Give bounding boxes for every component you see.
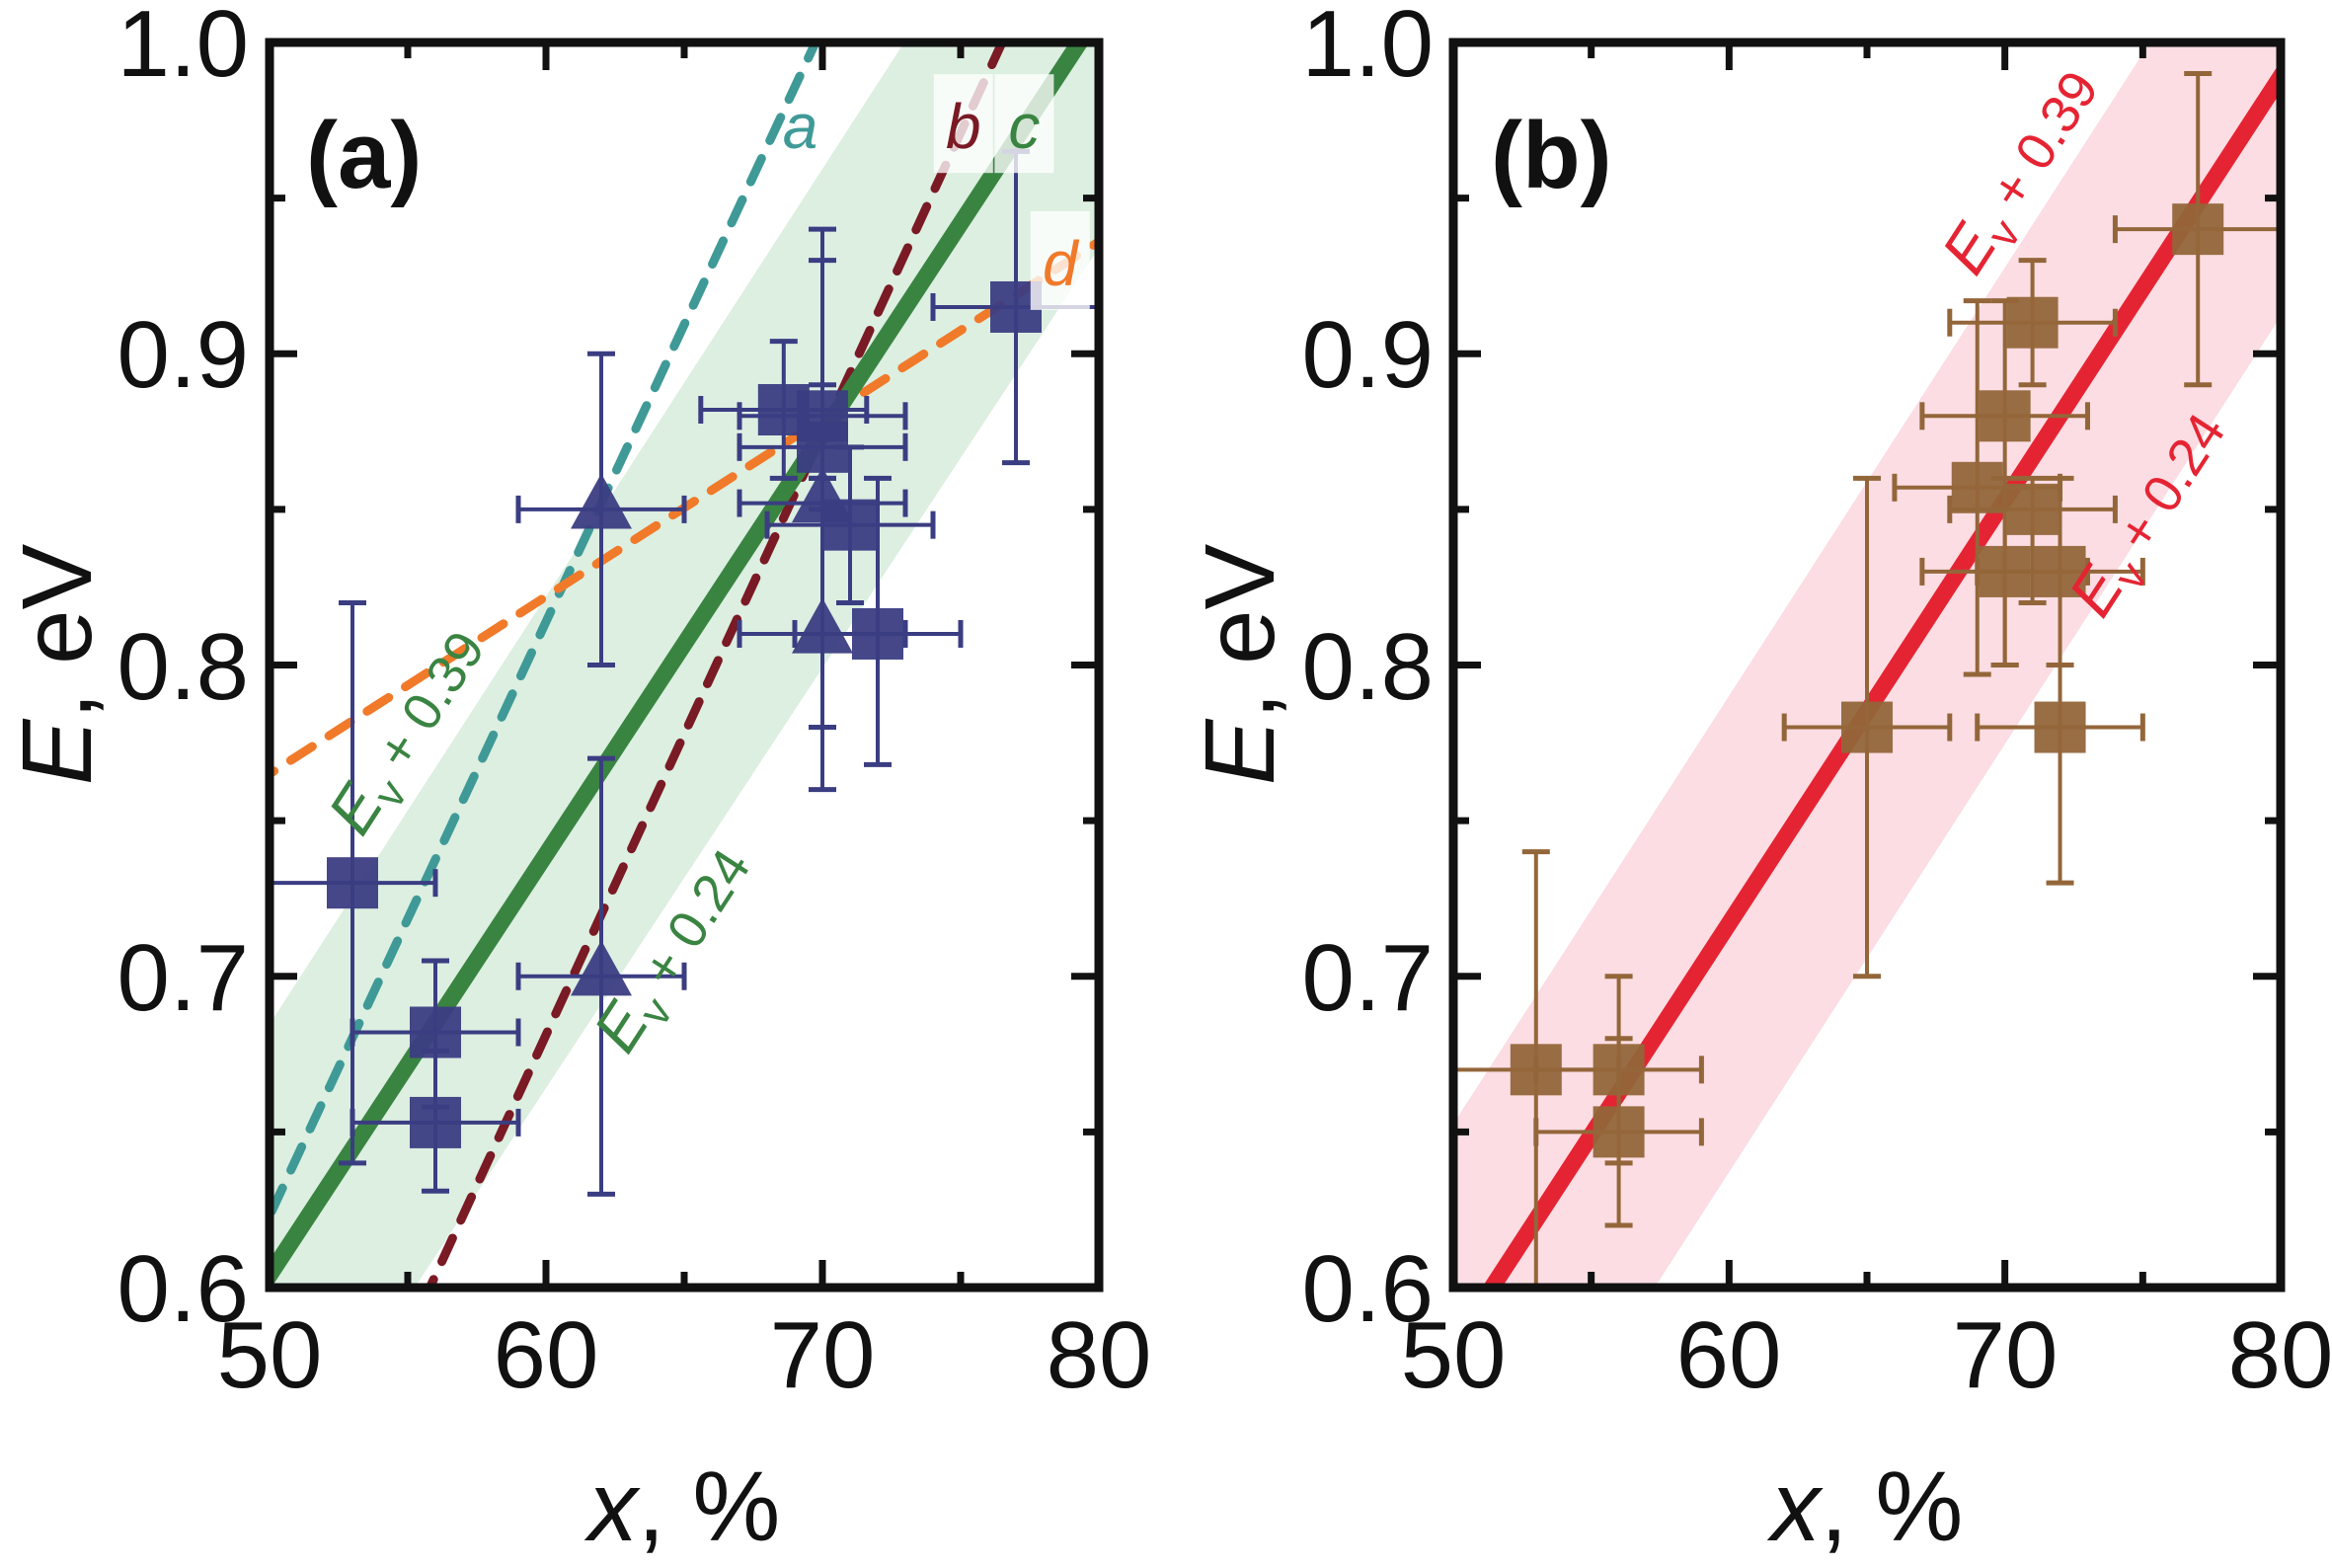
xtick-label: 50 <box>1401 1302 1507 1408</box>
data-point-triangle <box>515 351 687 667</box>
marker-square <box>1979 390 2031 442</box>
dashed-line-b <box>425 42 1007 1288</box>
panel-b-y-axis-title: E, eV <box>1185 543 1295 785</box>
ytick-label: 0.7 <box>117 925 249 1031</box>
panel-b-plot-area <box>1453 42 2281 1288</box>
data-point-square <box>1947 475 2118 605</box>
ytick-label: 1.0 <box>117 0 249 97</box>
panel-a-ytick-labels: 1.0 0.9 0.8 0.7 0.6 <box>117 0 249 1342</box>
panel-b-ticks <box>1449 39 2285 1292</box>
ytick-label: 1.0 <box>1302 0 1434 97</box>
xtick-label: 50 <box>217 1302 323 1408</box>
data-point-square <box>1781 475 1953 980</box>
ytick-label: 0.6 <box>117 1236 249 1342</box>
marker-square <box>2006 296 2059 349</box>
ytick-label: 0.9 <box>117 302 249 408</box>
xtick-label: 70 <box>1953 1302 2059 1408</box>
panel-b: 50 60 70 80 1.0 0.9 0.8 0.7 0.6 (b) x, %… <box>1185 0 2332 1562</box>
marker-square <box>1593 1106 1645 1158</box>
panel-a-ticks <box>266 39 1103 1292</box>
ytick-label: 0.6 <box>1302 1236 1434 1342</box>
marker-square <box>2034 545 2086 597</box>
panel-a-x-axis-title: x, % <box>584 1451 780 1562</box>
data-point-square <box>1947 258 2118 388</box>
data-point-square <box>270 599 438 1166</box>
line-label-d: d <box>1043 228 1080 299</box>
marker-square <box>410 1096 461 1148</box>
data-point-triangle <box>515 755 687 1197</box>
ytick-label: 0.8 <box>1302 614 1434 720</box>
confidence-band <box>270 42 1099 1288</box>
xtick-label: 60 <box>1676 1302 1782 1408</box>
line-label-b: b <box>946 91 981 162</box>
marker-triangle <box>571 940 632 996</box>
marker-square <box>327 857 378 909</box>
data-point-square <box>1975 663 2145 886</box>
panel-b-ytick-labels: 1.0 0.9 0.8 0.7 0.6 <box>1302 0 1434 1342</box>
panel-b-x-axis-title: x, % <box>1767 1451 1963 1562</box>
panel-a-xtick-labels: 50 60 70 80 <box>217 1302 1152 1408</box>
data-point-triangle <box>737 475 908 793</box>
xtick-label: 80 <box>2228 1302 2332 1408</box>
panel-a-y-axis-title: E, eV <box>2 543 113 785</box>
line-label-box <box>933 74 993 174</box>
marker-square <box>1841 701 1893 753</box>
line-label-a: a <box>783 91 818 162</box>
line-label-box <box>1030 210 1090 310</box>
data-point-square <box>350 1048 521 1194</box>
marker-square <box>2172 203 2224 256</box>
panel-a: 50 60 70 80 1.0 0.9 0.8 0.7 0.6 (a) x, %… <box>2 0 1152 1562</box>
line-label-box <box>994 74 1054 174</box>
marker-triangle <box>792 597 853 654</box>
line-label-c: c <box>1008 91 1040 162</box>
marker-square <box>1951 461 2003 513</box>
dashed-line-a <box>270 42 820 1227</box>
data-point-square <box>1892 298 2063 677</box>
ytick-label: 0.9 <box>1302 302 1434 408</box>
data-point-square <box>2112 71 2281 388</box>
panel-b-label: (b) <box>1491 103 1612 208</box>
marker-triangle <box>571 473 632 529</box>
panel-a-label: (a) <box>306 103 422 208</box>
marker-square <box>2034 701 2086 753</box>
panel-b-xtick-labels: 50 60 70 80 <box>1401 1302 2332 1408</box>
data-point-square <box>1533 1036 1704 1228</box>
xtick-label: 80 <box>1047 1302 1152 1408</box>
ytick-label: 0.7 <box>1302 925 1434 1031</box>
band-upper-edge <box>270 42 907 1029</box>
marker-square <box>2006 483 2059 535</box>
ytick-label: 0.8 <box>117 614 249 720</box>
xtick-label: 60 <box>494 1302 599 1408</box>
xtick-label: 70 <box>770 1302 876 1408</box>
